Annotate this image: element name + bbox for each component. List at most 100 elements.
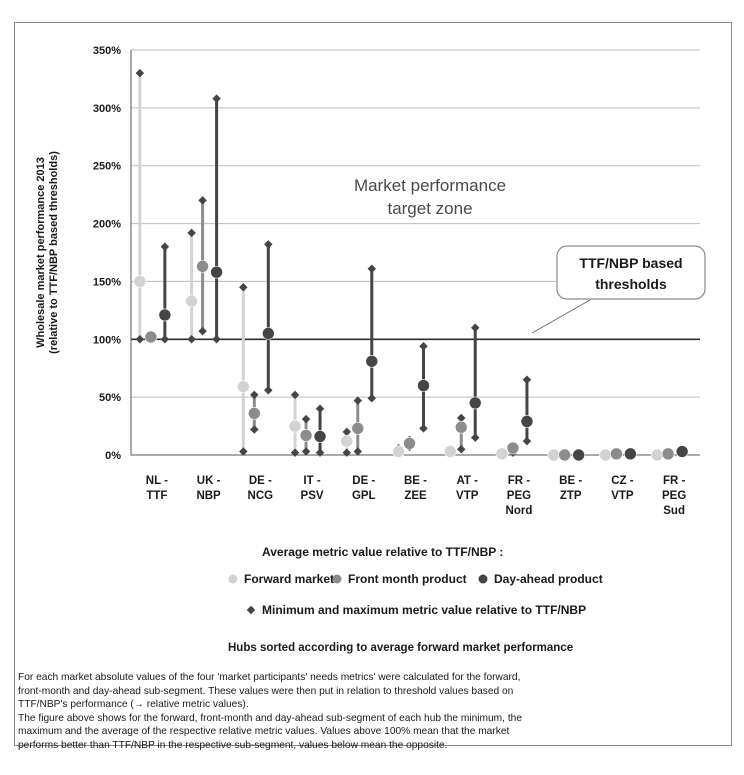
day-ahead-marker-icon: [478, 574, 488, 584]
note-line: front-month and day-ahead sub-segment. T…: [18, 685, 514, 697]
min-max-marker: [135, 335, 145, 344]
min-max-marker: [160, 242, 170, 251]
x-tick-label: FR -: [663, 475, 686, 487]
min-max-marker: [187, 335, 196, 344]
min-max-marker: [456, 413, 466, 423]
min-max-marker: [315, 404, 325, 413]
average-point: [417, 379, 430, 392]
average-point: [299, 429, 313, 442]
legend-forward: Forward market: [228, 572, 334, 586]
front-month-marker-icon: [332, 574, 342, 584]
legend-front-label: Front month product: [348, 572, 467, 586]
min-max-marker: [187, 228, 196, 238]
min-max-marker: [160, 335, 170, 344]
min-max-marker: [470, 323, 480, 332]
average-point: [443, 445, 457, 458]
legend-minmax: Minimum and maximum metric value relativ…: [246, 603, 586, 617]
average-point: [210, 265, 223, 279]
average-point: [661, 447, 675, 461]
y-tick-label: 300%: [93, 103, 121, 115]
min-max-marker: [522, 436, 532, 446]
note-line: maximum and the average of the respectiv…: [18, 726, 510, 738]
x-tick-label: BE -: [559, 475, 582, 487]
average-point: [288, 419, 302, 433]
range-chart: 0% 50% 100% 150% 200% 250% 300% 350% Wholesale m…: [35, 45, 706, 517]
min-max-marker: [250, 425, 259, 434]
min-max-marker: [198, 196, 207, 205]
x-tick-label: PSV: [301, 490, 324, 502]
min-max-marker: [419, 424, 428, 433]
legend-minmax-label: Minimum and maximum metric value relativ…: [262, 603, 587, 617]
min-max-marker: [342, 427, 352, 437]
x-tick-label: TTF: [146, 490, 167, 502]
average-point: [454, 420, 468, 434]
average-point: [196, 260, 209, 273]
average-point: [403, 437, 416, 450]
min-max-marker: [419, 341, 428, 351]
average-point: [237, 380, 250, 394]
min-max-marker: [250, 390, 259, 400]
min-max-marker: [239, 282, 248, 292]
average-point: [392, 445, 405, 458]
min-max-marker: [212, 335, 221, 344]
average-point: [506, 441, 520, 455]
average-point: [495, 447, 509, 461]
min-max-marker: [367, 394, 377, 403]
forward-marker-icon: [228, 574, 238, 584]
average-point: [572, 448, 585, 462]
sort-note: Hubs sorted according to average forward…: [228, 642, 574, 654]
average-point: [313, 430, 327, 443]
legend-dayahead-label: Day-ahead product: [494, 572, 603, 586]
note-line: performs better than TTF/NBP in the resp…: [18, 739, 448, 751]
average-point: [650, 448, 664, 462]
legend-dayahead: Day-ahead product: [478, 572, 603, 586]
min-max-marker: [367, 264, 377, 273]
average-point: [624, 447, 637, 461]
diamond-marker-icon: [246, 605, 256, 615]
y-tick-label: 100%: [93, 334, 121, 346]
x-tick-label: GPL: [352, 490, 376, 502]
x-tick-label: AT -: [456, 475, 478, 487]
x-tick-label: IT -: [303, 475, 320, 487]
y-axis-title: Wholesale market performance 2013: [35, 157, 47, 348]
average-point: [610, 447, 623, 461]
y-tick-label: 350%: [93, 45, 121, 57]
min-max-marker: [353, 447, 363, 456]
x-tick-label: NBP: [196, 490, 221, 502]
average-point: [262, 327, 275, 340]
x-tick-label: Sud: [663, 505, 685, 517]
y-tick-label: 200%: [93, 219, 121, 231]
min-max-marker: [290, 390, 300, 400]
average-point: [599, 448, 612, 462]
x-tick-label: ZTP: [560, 490, 582, 502]
y-axis-title: (relative to TTF/NBP based thresholds): [48, 151, 60, 354]
explanatory-notes: For each market absolute values of the f…: [18, 671, 730, 753]
min-max-marker: [264, 240, 273, 249]
average-point: [520, 415, 534, 428]
average-point: [547, 448, 560, 462]
average-point: [248, 407, 261, 420]
average-point: [558, 448, 571, 462]
x-tick-label: CZ -: [611, 475, 634, 487]
min-max-marker: [342, 448, 352, 457]
callout-pointer: [531, 299, 591, 334]
min-max-marker: [212, 94, 221, 103]
min-max-marker: [456, 444, 466, 454]
min-max-marker: [264, 385, 273, 395]
x-tick-label: DE -: [352, 475, 375, 487]
note-line: TTF/NBP's performance (→ relative metric…: [18, 699, 249, 711]
min-max-marker: [239, 447, 248, 456]
callout-label: thresholds: [595, 276, 667, 292]
average-point: [340, 434, 354, 448]
average-point: [468, 396, 482, 410]
x-tick-label: VTP: [611, 490, 634, 502]
legend-forward-label: Forward market: [244, 572, 335, 586]
y-tick-label: 250%: [93, 161, 121, 173]
min-max-marker: [290, 448, 300, 457]
x-tick-label: PEG: [507, 490, 531, 502]
x-tick-label: NL -: [146, 475, 168, 487]
callout-box: [556, 245, 706, 300]
note-line: The figure above shows for the forward, …: [18, 712, 522, 724]
y-tick-label: 50%: [99, 392, 121, 404]
average-point: [365, 354, 379, 368]
